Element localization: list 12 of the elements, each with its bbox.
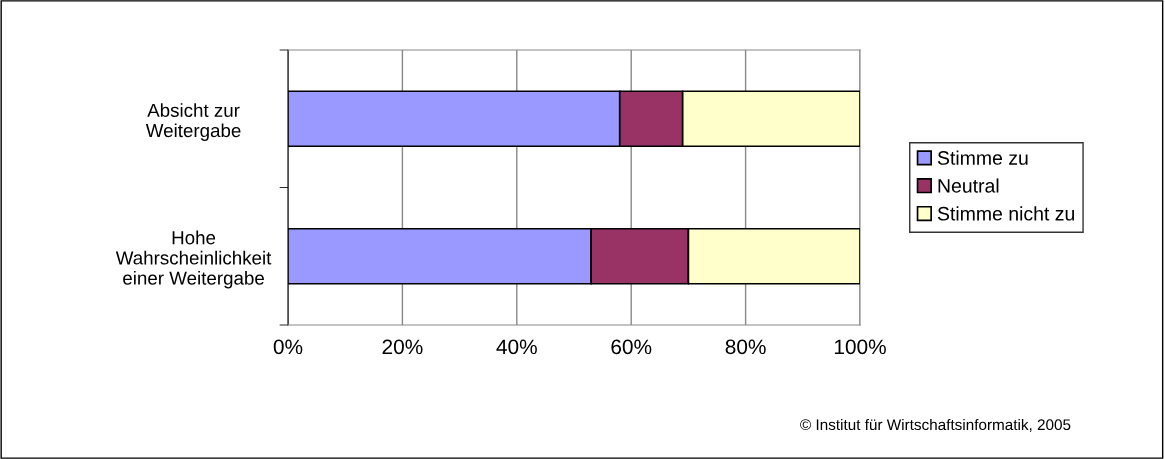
legend-label: Stimme zu	[937, 150, 1028, 165]
x-tick-label: 0%	[273, 339, 303, 355]
x-tick-label: 20%	[382, 339, 423, 355]
y-tick-label: Absicht zur Weitergabe	[145, 103, 241, 141]
x-tick-label: 40%	[496, 339, 537, 355]
legend-label: Neutral	[938, 178, 999, 193]
x-tick-label: 80%	[725, 339, 766, 355]
x-tick-label: 60%	[611, 339, 652, 355]
y-tick-label: Hohe Wahrscheinlichkeit einer Weitergabe	[115, 230, 272, 289]
text: © Institut für Wirtschaftsinformatik, 2005	[800, 418, 1071, 432]
x-tick-label: 100%	[834, 339, 886, 355]
legend-label: Stimme nicht zu	[937, 206, 1075, 221]
